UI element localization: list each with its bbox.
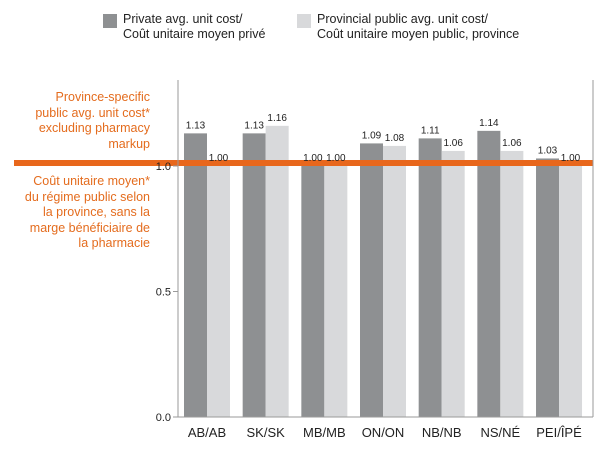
bar-public-2 — [324, 166, 348, 417]
value-label-private-1: 1.13 — [244, 120, 264, 131]
bar-private-4 — [418, 138, 442, 417]
value-label-public-3: 1.08 — [385, 133, 405, 144]
legend-label-private: Private avg. unit cost/ Coût unitaire mo… — [123, 12, 266, 41]
value-label-public-2: 1.00 — [326, 153, 346, 164]
value-label-private-5: 1.14 — [479, 118, 499, 129]
bar-private-0 — [184, 133, 207, 417]
legend-swatch-public — [297, 14, 311, 28]
value-label-public-4: 1.06 — [443, 138, 463, 149]
legend-item-private: Private avg. unit cost/ Coût unitaire mo… — [103, 12, 265, 42]
bar-public-6 — [559, 166, 583, 417]
bar-private-2 — [301, 166, 325, 417]
value-label-public-1: 1.16 — [267, 113, 287, 124]
x-axis-labels: AB/AB SK/SK MB/MB ON/ON NB/NB NS/NÉ PEI/ÎPÉ — [188, 425, 582, 440]
value-label-public-5: 1.06 — [502, 138, 522, 149]
category-label-5: NS/NÉ — [480, 425, 520, 440]
legend-item-public: Provincial public avg. unit cost/ Coût u… — [297, 12, 519, 42]
y-axis: 0.0 0.5 1.0 — [156, 80, 594, 424]
y-tick-label-2: 1.0 — [156, 161, 171, 173]
category-label-6: PEI/ÎPÉ — [536, 425, 582, 440]
bar-private-3 — [360, 143, 384, 417]
value-label-public-6: 1.00 — [561, 153, 581, 164]
bar-public-0 — [207, 166, 230, 417]
bar-public-5 — [500, 150, 524, 417]
bar-public-3 — [383, 145, 407, 418]
value-label-private-4: 1.11 — [421, 125, 440, 136]
category-label-3: ON/ON — [362, 425, 405, 440]
value-label-private-2: 1.00 — [303, 153, 323, 164]
value-label-private-3: 1.09 — [362, 130, 382, 141]
reference-label-en: Province-specific public avg. unit cost*… — [35, 90, 150, 151]
bars-group — [184, 125, 583, 418]
bar-public-1 — [265, 125, 289, 417]
value-label-private-6: 1.03 — [538, 145, 558, 156]
category-label-4: NB/NB — [422, 425, 462, 440]
value-labels-group: 1.131.001.131.161.00 1.001.09 1.081.111.06… — [186, 113, 581, 164]
category-label-2: MB/MB — [303, 425, 346, 440]
legend-swatch-private — [103, 14, 117, 28]
category-label-0: AB/AB — [188, 425, 226, 440]
y-tick-label-1: 0.5 — [156, 287, 171, 299]
bar-private-5 — [477, 130, 501, 418]
legend-label-public: Provincial public avg. unit cost/ Coût u… — [317, 12, 520, 41]
bar-private-6 — [536, 158, 560, 417]
y-tick-label-0: 0.0 — [156, 412, 171, 424]
category-label-1: SK/SK — [247, 425, 286, 440]
value-label-private-0: 1.13 — [186, 120, 206, 131]
bar-public-4 — [441, 150, 465, 417]
reference-label-fr: Coût unitaire moyen* du régime public se… — [24, 174, 150, 250]
value-label-public-0: 1.00 — [209, 153, 229, 164]
bar-private-1 — [242, 133, 266, 417]
